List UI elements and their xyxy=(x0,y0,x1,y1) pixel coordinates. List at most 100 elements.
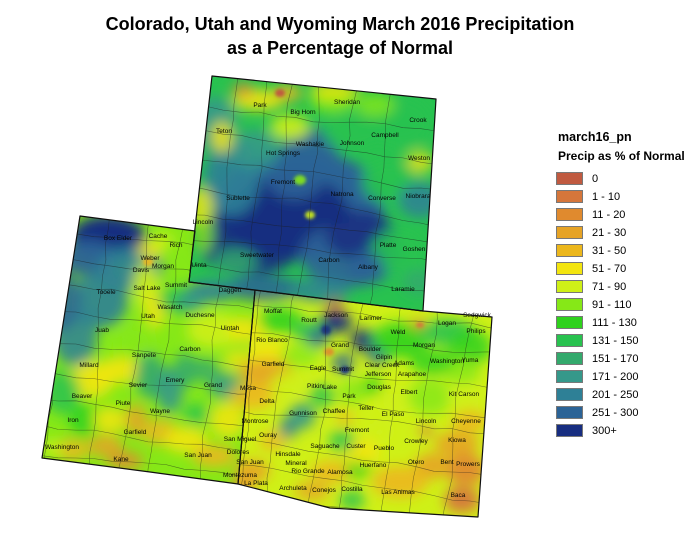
legend-row: 51 - 70 xyxy=(556,262,698,275)
county-label: Summit xyxy=(165,282,187,289)
legend-class-label: 111 - 130 xyxy=(592,316,637,329)
legend-class-label: 91 - 110 xyxy=(592,298,632,311)
county-label: Platte xyxy=(380,242,397,249)
county-label: Boulder xyxy=(359,346,382,353)
county-label: Tooele xyxy=(96,289,116,296)
county-label: Hot Springs xyxy=(266,150,301,157)
county-label: Crowley xyxy=(404,438,428,445)
county-label: Box Elder xyxy=(104,235,133,242)
county-label: Wasatch xyxy=(157,304,182,311)
county-label: Utah xyxy=(141,313,155,320)
legend-row: 171 - 200 xyxy=(556,370,698,383)
county-label: Park xyxy=(342,393,356,400)
county-label: Prowers xyxy=(456,461,481,468)
county-label: Washington xyxy=(430,358,464,365)
county-label: Kit Carson xyxy=(449,391,480,398)
county-label: Uinta xyxy=(191,262,207,269)
county-label: Gilpin xyxy=(376,354,393,361)
legend-swatch xyxy=(556,424,583,437)
county-label: Sanpete xyxy=(132,352,157,359)
county-label: Lake xyxy=(323,384,337,391)
county-label: Eagle xyxy=(310,365,327,372)
legend-row: 11 - 20 xyxy=(556,208,698,221)
county-label: Sevier xyxy=(129,382,148,389)
county-label: Rio Grande xyxy=(291,468,325,475)
county-label: Laramie xyxy=(391,286,415,293)
legend-row: 131 - 150 xyxy=(556,334,698,347)
map-legend: march16_pn Precip as % of Normal 0 1 - 10… xyxy=(556,130,698,442)
county-label: Saguache xyxy=(310,443,340,450)
county-label: Teller xyxy=(358,405,374,412)
county-label: Montezuma xyxy=(223,472,257,479)
legend-swatch xyxy=(556,262,583,275)
legend-class-label: 0 xyxy=(592,172,599,185)
county-label: Daggett xyxy=(219,287,242,294)
county-label: Davis xyxy=(133,267,150,274)
county-label: Albany xyxy=(358,264,379,271)
county-label: Weld xyxy=(391,329,406,336)
county-label: Salt Lake xyxy=(133,285,160,292)
title-line2: as a Percentage of Normal xyxy=(226,37,454,58)
county-label: Cheyenne xyxy=(451,418,481,425)
county-label: Pitkin xyxy=(307,383,323,390)
legend-swatch xyxy=(556,298,583,311)
county-label: Carbon xyxy=(179,346,201,353)
county-label: Conejos xyxy=(312,487,337,494)
county-label: Morgan xyxy=(413,342,435,349)
legend-class-label: 251 - 300 xyxy=(592,406,639,419)
county-label: Sublette xyxy=(226,195,250,202)
county-label: Fremont xyxy=(345,427,369,434)
legend-row: 251 - 300 xyxy=(556,406,698,419)
county-label: Hinsdale xyxy=(275,451,301,458)
county-label: Teton xyxy=(216,128,232,135)
county-label: Rich xyxy=(169,242,182,249)
county-label: Garfield xyxy=(124,429,147,436)
legend-class-label: 31 - 50 xyxy=(592,244,627,257)
map-title: Colorado, Utah and Wyoming March 2016 Pr… xyxy=(0,13,680,61)
legend-swatch xyxy=(556,208,583,221)
legend-class-label: 71 - 90 xyxy=(592,280,627,293)
legend-swatch xyxy=(556,280,583,293)
legend-class-label: 201 - 250 xyxy=(592,388,639,401)
legend-row: 151 - 170 xyxy=(556,352,698,365)
county-label: Bent xyxy=(440,459,454,466)
county-label: Alamosa xyxy=(327,469,353,476)
county-label: Sheridan xyxy=(334,99,360,106)
county-label: Campbell xyxy=(371,132,399,139)
county-boundaries xyxy=(42,76,492,517)
legend-class-label: 51 - 70 xyxy=(592,262,627,275)
legend-swatch xyxy=(556,388,583,401)
county-label: Cache xyxy=(149,233,168,240)
county-label: Iron xyxy=(67,417,79,424)
legend-class-label: 11 - 20 xyxy=(592,208,626,221)
county-label: Adams xyxy=(394,360,415,367)
county-label: El Paso xyxy=(382,411,405,418)
county-label: Natrona xyxy=(330,191,354,198)
county-label: Summit xyxy=(332,366,354,373)
county-label: Emery xyxy=(166,377,186,384)
county-label: Gunnison xyxy=(289,410,317,417)
county-label: Niobrara xyxy=(406,193,431,200)
county-label: Otero xyxy=(408,459,425,466)
county-label: Chaffee xyxy=(323,408,346,415)
legend-row: 71 - 90 xyxy=(556,280,698,293)
legend-swatch xyxy=(556,406,583,419)
county-label: Washington xyxy=(45,444,79,451)
legend-row: 1 - 10 xyxy=(556,190,698,203)
county-label: Washakie xyxy=(296,141,325,148)
county-label: Johnson xyxy=(340,140,365,147)
county-label: Jefferson xyxy=(365,371,392,378)
county-label: La Plata xyxy=(244,480,268,487)
county-label: Routt xyxy=(301,317,317,324)
legend-swatch xyxy=(556,316,583,329)
title-line1: Colorado, Utah and Wyoming March 2016 Pr… xyxy=(105,14,575,34)
county-label: Morgan xyxy=(152,263,174,270)
county-label: San Juan xyxy=(236,459,264,466)
county-label: Logan xyxy=(438,320,456,327)
legend-row: 300+ xyxy=(556,424,698,437)
county-label: Delta xyxy=(259,398,275,405)
county-label: Archuleta xyxy=(279,485,307,492)
county-label: Mineral xyxy=(285,460,307,467)
legend-swatch xyxy=(556,190,583,203)
